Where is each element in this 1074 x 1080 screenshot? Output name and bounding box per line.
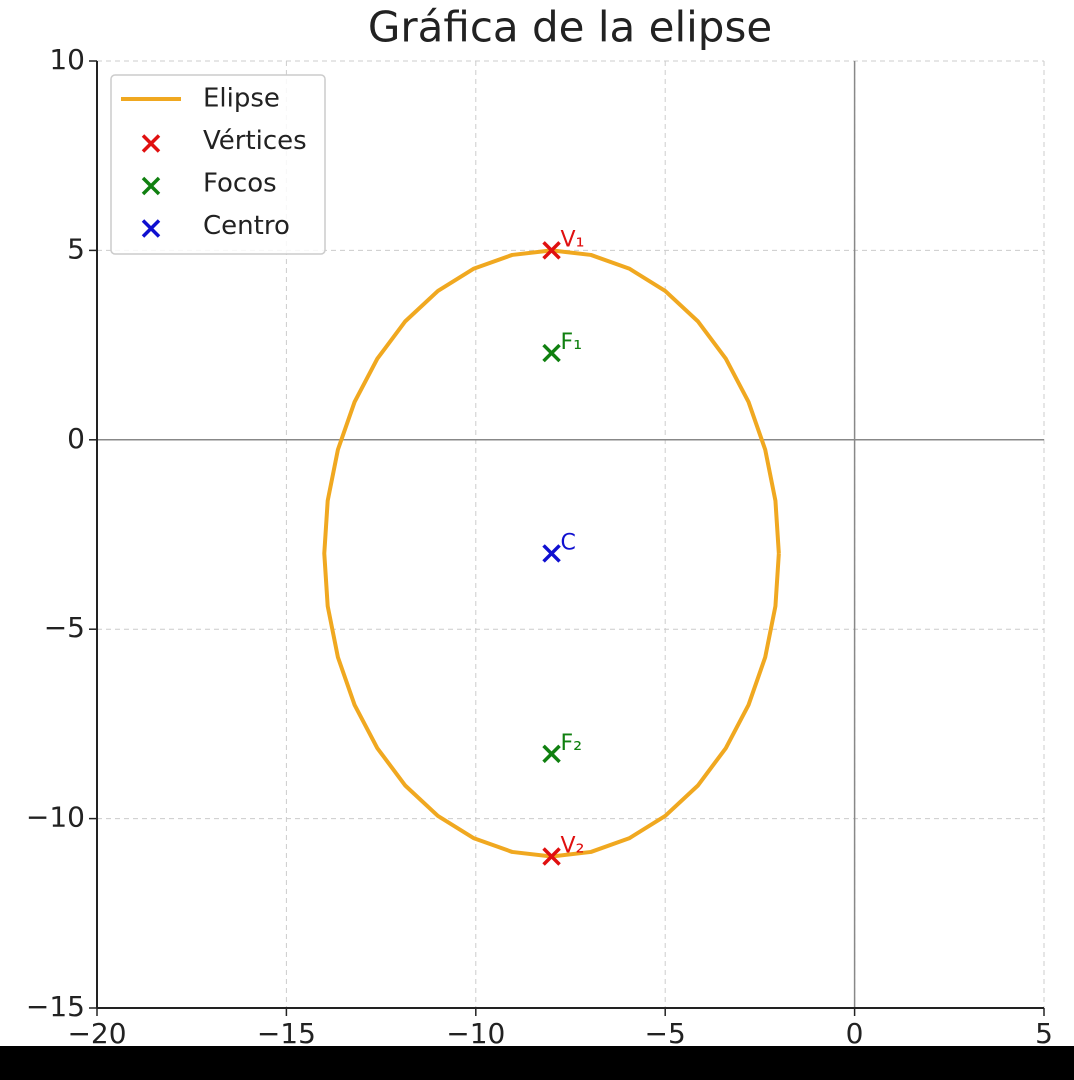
x-tick-label: 0 bbox=[846, 1017, 864, 1050]
point-label: V₂ bbox=[561, 833, 585, 858]
x-tick-label: 5 bbox=[1035, 1017, 1053, 1050]
marker bbox=[542, 847, 561, 866]
bottom-bar bbox=[0, 1046, 1074, 1080]
y-tick-label: −10 bbox=[26, 801, 85, 834]
legend-marker bbox=[141, 219, 161, 238]
marker bbox=[542, 343, 561, 363]
legend-box bbox=[110, 74, 326, 255]
point-label: F₂ bbox=[561, 731, 582, 756]
y-tick-label: 0 bbox=[67, 422, 85, 455]
point-label: C bbox=[561, 530, 576, 555]
chart-title: Gráfica de la elipse bbox=[368, 3, 772, 52]
legend-marker bbox=[141, 134, 161, 153]
x-tick-label: −15 bbox=[257, 1017, 316, 1050]
y-tick-label: −15 bbox=[26, 990, 85, 1023]
x-tick-label: −10 bbox=[446, 1017, 505, 1050]
y-tick-label: 5 bbox=[67, 232, 85, 265]
point-label: F₁ bbox=[561, 330, 582, 355]
ellipse-line bbox=[322, 248, 781, 859]
y-tick-label: −5 bbox=[44, 611, 85, 644]
point-label: V₁ bbox=[561, 227, 585, 252]
legend-label: Elipse bbox=[203, 84, 280, 114]
x-tick-label: −20 bbox=[67, 1017, 126, 1050]
marker bbox=[542, 544, 561, 563]
marker bbox=[542, 744, 561, 764]
x-tick-label: −5 bbox=[645, 1017, 686, 1050]
legend-marker bbox=[141, 176, 161, 196]
y-tick-label: 10 bbox=[49, 43, 85, 76]
legend-label: Centro bbox=[203, 211, 290, 241]
legend-label: Focos bbox=[203, 169, 277, 199]
legend-label: Vértices bbox=[203, 126, 307, 156]
marker bbox=[542, 241, 561, 260]
